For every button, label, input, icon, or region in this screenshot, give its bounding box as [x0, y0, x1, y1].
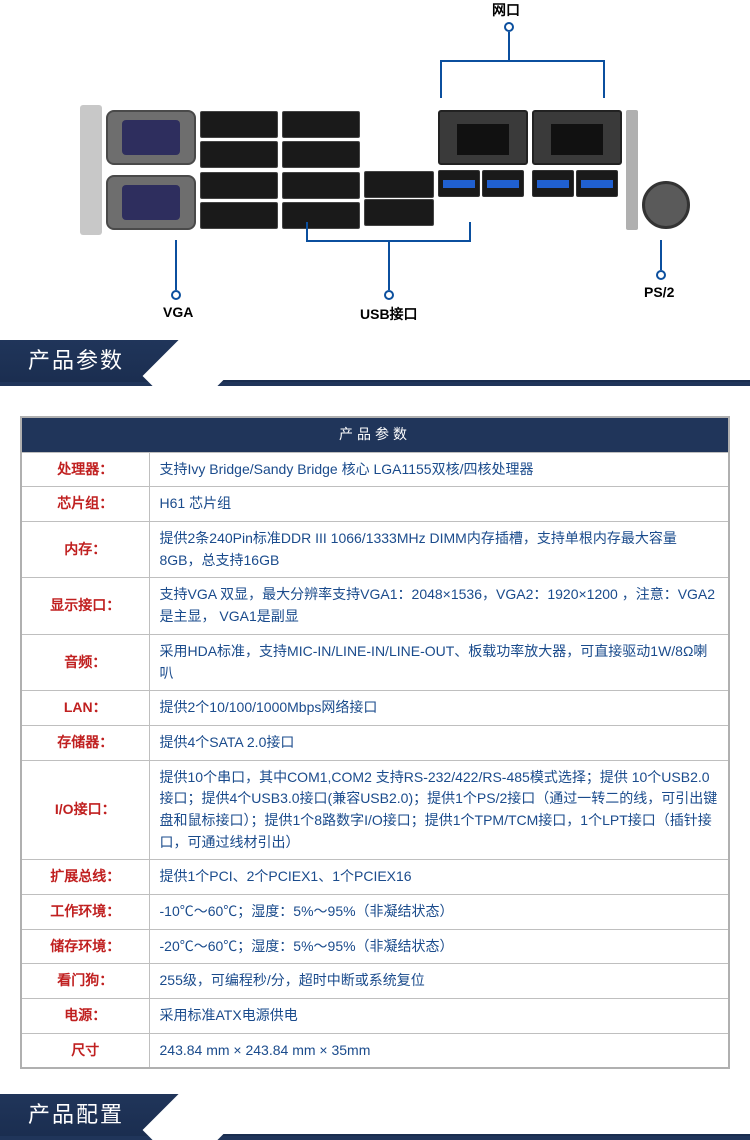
specs-wrap: 产品参数 处理器：支持Ivy Bridge/Sandy Bridge 核心 LG… [0, 386, 750, 1094]
port-diagram: 网口 [0, 0, 750, 340]
usb3-port [482, 170, 524, 197]
usb-port [282, 111, 360, 138]
spec-key: 看门狗： [21, 964, 149, 999]
usb-port [200, 141, 278, 168]
vga-port [106, 110, 196, 165]
spec-key: LAN： [21, 691, 149, 726]
section-title: 产品参数 [0, 348, 124, 373]
callout-line [469, 222, 471, 242]
spec-value: 提供4个SATA 2.0接口 [149, 725, 729, 760]
specs-table: 产品参数 处理器：支持Ivy Bridge/Sandy Bridge 核心 LG… [20, 416, 730, 1069]
label-lan: 网口 [492, 0, 520, 20]
spec-row: I/O接口：提供10个串口，其中COM1,COM2 支持RS-232/422/R… [21, 760, 729, 860]
spec-value: 255级，可编程秒/分，超时中断或系统复位 [149, 964, 729, 999]
spec-value: 支持Ivy Bridge/Sandy Bridge 核心 LGA1155双核/四… [149, 452, 729, 487]
spec-key: 音频： [21, 634, 149, 690]
spec-key: 电源： [21, 999, 149, 1034]
spec-row: 显示接口：支持VGA 双显，最大分辨率支持VGA1：2048×1536，VGA2… [21, 578, 729, 634]
spec-row: 存储器：提供4个SATA 2.0接口 [21, 725, 729, 760]
spec-key: 显示接口： [21, 578, 149, 634]
rj45-port [438, 110, 528, 165]
spec-key: 储存环境： [21, 929, 149, 964]
spec-row: 电源：采用标准ATX电源供电 [21, 999, 729, 1034]
usb2-low [364, 170, 434, 230]
usb-port [364, 171, 434, 198]
vga-port [106, 175, 196, 230]
spec-row: 音频：采用HDA标准，支持MIC-IN/LINE-IN/LINE-OUT、板载功… [21, 634, 729, 690]
spec-value: -10℃～60℃；湿度：5%～95%（非凝结状态） [149, 895, 729, 930]
callout-dot [504, 22, 514, 32]
callout-dot [656, 270, 666, 280]
usb-port [282, 172, 360, 199]
callout-line [306, 222, 308, 242]
bracket [80, 105, 102, 235]
spec-key: 存储器： [21, 725, 149, 760]
spec-key: 扩展总线： [21, 860, 149, 895]
specs-title-row: 产品参数 [21, 417, 729, 452]
callout-line [388, 240, 390, 290]
io-panel [80, 100, 690, 240]
label-ps2: PS/2 [644, 284, 674, 300]
spec-key: 内存： [21, 522, 149, 578]
usb-port [282, 141, 360, 168]
lan-usb3-block [438, 110, 528, 230]
callout-dot [171, 290, 181, 300]
vga-block [106, 110, 196, 230]
usb-port [282, 202, 360, 229]
usb-port [364, 199, 434, 226]
spec-key: 工作环境： [21, 895, 149, 930]
spec-value: 提供10个串口，其中COM1,COM2 支持RS-232/422/RS-485模… [149, 760, 729, 860]
spec-row: 芯片组：H61 芯片组 [21, 487, 729, 522]
spec-value: 243.84 mm × 243.84 mm × 35mm [149, 1033, 729, 1068]
spec-key: 尺寸 [21, 1033, 149, 1068]
specs-table-title: 产品参数 [21, 417, 729, 452]
callout-line [175, 240, 177, 290]
ps2-port [642, 181, 690, 229]
spec-value: 提供2条240Pin标准DDR III 1066/1333MHz DIMM内存插… [149, 522, 729, 578]
section-title: 产品配置 [0, 1102, 124, 1127]
spec-key: 芯片组： [21, 487, 149, 522]
usb3-port [576, 170, 618, 197]
section-header-specs: 产品参数 [0, 340, 750, 386]
spec-row: 尺寸243.84 mm × 243.84 mm × 35mm [21, 1033, 729, 1068]
mount-plate [626, 110, 638, 230]
spec-value: 提供1个PCI、2个PCIEX1、1个PCIEX16 [149, 860, 729, 895]
spec-row: 工作环境：-10℃～60℃；湿度：5%～95%（非凝结状态） [21, 895, 729, 930]
label-usb: USB接口 [360, 304, 418, 324]
spec-row: LAN：提供2个10/100/1000Mbps网络接口 [21, 691, 729, 726]
spec-key: I/O接口： [21, 760, 149, 860]
usb2-stack [200, 110, 278, 230]
spec-value: -20℃～60℃；湿度：5%～95%（非凝结状态） [149, 929, 729, 964]
callout-line [660, 240, 662, 270]
usb3-port [532, 170, 574, 197]
spec-row: 内存：提供2条240Pin标准DDR III 1066/1333MHz DIMM… [21, 522, 729, 578]
spec-key: 处理器： [21, 452, 149, 487]
usb-port [200, 202, 278, 229]
spec-value: 采用标准ATX电源供电 [149, 999, 729, 1034]
callout-line [603, 60, 605, 98]
usb-port [200, 172, 278, 199]
usb2-stack [282, 110, 360, 230]
callout-line [508, 32, 510, 60]
usb3-port [438, 170, 480, 197]
usb-port [200, 111, 278, 138]
callout-line [440, 60, 605, 62]
spec-row: 储存环境：-20℃～60℃；湿度：5%～95%（非凝结状态） [21, 929, 729, 964]
spec-value: 采用HDA标准，支持MIC-IN/LINE-IN/LINE-OUT、板载功率放大… [149, 634, 729, 690]
spec-row: 看门狗：255级，可编程秒/分，超时中断或系统复位 [21, 964, 729, 999]
spec-value: H61 芯片组 [149, 487, 729, 522]
label-vga: VGA [163, 304, 193, 320]
spec-value: 提供2个10/100/1000Mbps网络接口 [149, 691, 729, 726]
rj45-port [532, 110, 622, 165]
spec-row: 扩展总线：提供1个PCI、2个PCIEX1、1个PCIEX16 [21, 860, 729, 895]
callout-line [440, 60, 442, 98]
spec-value: 支持VGA 双显，最大分辨率支持VGA1：2048×1536，VGA2：1920… [149, 578, 729, 634]
section-header-config: 产品配置 [0, 1094, 750, 1140]
lan-usb3-block [532, 110, 622, 230]
callout-dot [384, 290, 394, 300]
spec-row: 处理器：支持Ivy Bridge/Sandy Bridge 核心 LGA1155… [21, 452, 729, 487]
